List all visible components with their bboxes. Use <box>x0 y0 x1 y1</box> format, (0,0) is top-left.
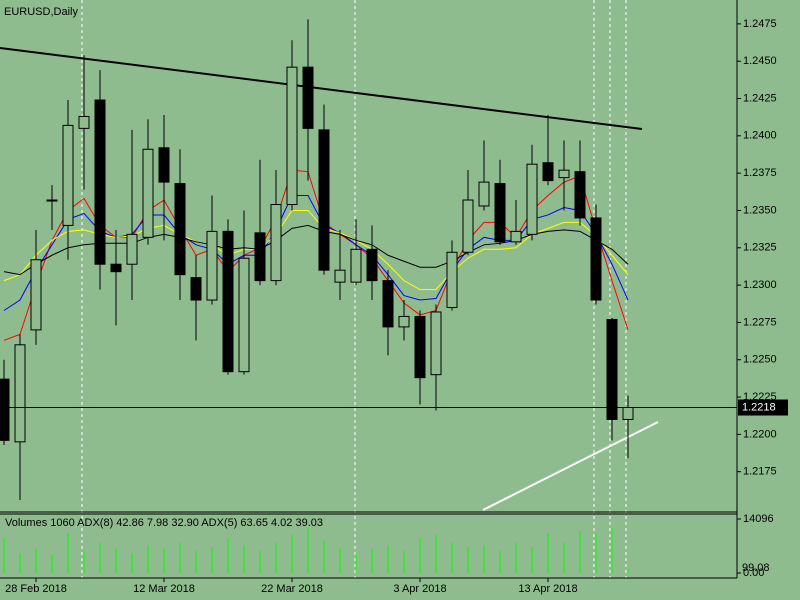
y-tick-label: 1.2250 <box>743 354 777 366</box>
candle-body <box>542 162 554 182</box>
candle-body <box>46 199 58 202</box>
candle-body <box>446 251 458 308</box>
candle-body <box>94 99 106 265</box>
y-tick-label: 1.2400 <box>743 130 777 142</box>
candle-body <box>382 280 394 328</box>
candle-body <box>126 233 138 265</box>
candle-body <box>238 257 250 373</box>
current-price-label: 1.2218 <box>742 401 776 413</box>
ma-line <box>3 195 629 311</box>
y-tick-label: 0.00 <box>743 567 764 579</box>
candle-body <box>478 181 490 207</box>
ma-line <box>3 169 629 341</box>
candle-body <box>78 115 90 129</box>
y-tick-label: 1.2425 <box>743 92 777 104</box>
candle-body <box>142 148 154 238</box>
candle-body <box>14 344 26 443</box>
candle-body <box>494 183 506 243</box>
x-tick-label: 22 Mar 2018 <box>261 583 323 595</box>
candle-body <box>430 311 442 376</box>
candle-body <box>414 315 426 379</box>
chart-title: EURUSD,Daily <box>4 6 78 18</box>
candle-body <box>334 269 346 283</box>
y-tick-label: 1.2475 <box>743 18 777 30</box>
ma-line <box>3 224 629 276</box>
candle-body <box>174 183 186 276</box>
current-price-box <box>738 399 788 416</box>
x-tick-label: 13 Apr 2018 <box>518 583 577 595</box>
ma-line <box>3 209 629 291</box>
candle-body <box>574 171 586 219</box>
candle-body <box>606 318 618 420</box>
y-tick-label: 1.2375 <box>743 167 777 179</box>
candle-body <box>366 248 378 282</box>
candle-body <box>350 248 362 283</box>
trend-line <box>0 47 643 130</box>
candle-body <box>318 129 330 271</box>
candle-body <box>0 378 10 441</box>
candle-body <box>110 263 122 273</box>
candle-body <box>270 204 282 282</box>
candle-body <box>526 163 538 235</box>
trend-line <box>482 421 659 511</box>
y-tick-label: 1.2275 <box>743 316 777 328</box>
candle-body <box>622 407 634 420</box>
candle-body <box>190 277 202 301</box>
y-tick-label: 14096 <box>743 513 774 525</box>
y-tick-label: 1.2200 <box>743 428 777 440</box>
volume-title: Volumes 1060 ADX(8) 42.86 7.98 32.90 ADX… <box>5 517 323 529</box>
candle-body <box>510 230 522 243</box>
y-tick-label: 1.2350 <box>743 204 777 216</box>
candle-body <box>302 66 314 129</box>
y-tick-label: 1.2450 <box>743 55 777 67</box>
candle-body <box>286 66 298 206</box>
y-tick-label: 1.2300 <box>743 279 777 291</box>
candle-body <box>398 315 410 328</box>
candle-body <box>62 124 74 226</box>
x-tick-label: 3 Apr 2018 <box>393 583 446 595</box>
y-tick-label: 1.2175 <box>743 466 777 478</box>
candle-body <box>30 259 42 331</box>
candle-body <box>158 147 170 183</box>
x-tick-label: 12 Mar 2018 <box>133 583 195 595</box>
adx-axis-label: 99.08 <box>742 562 770 574</box>
candle-body <box>206 230 218 301</box>
candle-body <box>462 199 474 253</box>
y-tick-label: 1.2325 <box>743 242 777 254</box>
candle-body <box>254 232 266 282</box>
x-tick-label: 28 Feb 2018 <box>5 583 67 595</box>
candle-body <box>558 169 570 179</box>
candle-body <box>590 217 602 301</box>
candle-body <box>222 230 234 373</box>
